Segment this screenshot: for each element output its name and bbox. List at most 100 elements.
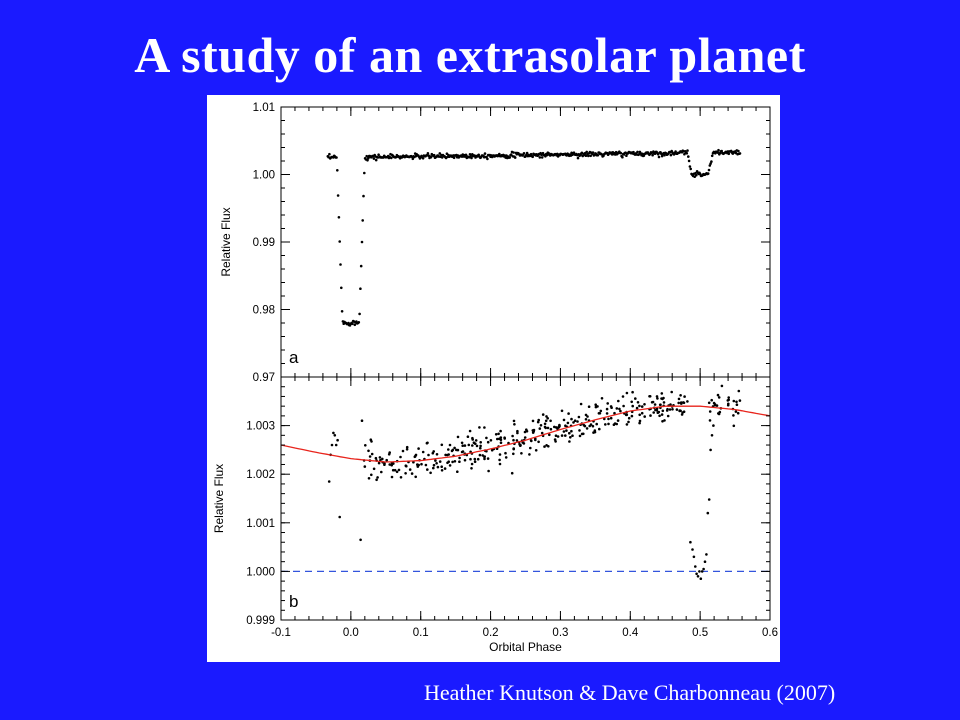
panel-b-point [625, 391, 629, 395]
panel-b-point [528, 453, 531, 456]
b-xtick-label: 0.3 [552, 627, 568, 639]
panel-b-point [613, 411, 616, 415]
panel-b-point [426, 468, 429, 471]
panel-b-phase-curve: 0.999 1.000 1.001 1.002 1.003 -0.1 0.0 0.1 0.2 0.… [212, 376, 778, 654]
panel-b-point [380, 470, 383, 474]
panel-b-point [660, 392, 664, 395]
panel-a-point [727, 152, 731, 156]
panel-b-point [605, 407, 609, 411]
panel-b-point [700, 570, 704, 573]
panel-b-point [478, 426, 481, 429]
panel-b-point [416, 465, 420, 468]
panel-a-point [359, 264, 363, 268]
panel-b-point [546, 426, 550, 430]
panel-b-point [405, 464, 408, 468]
panel-b-point [585, 427, 589, 430]
panel-a-point [694, 171, 697, 175]
panel-b-point [662, 396, 665, 400]
panel-a-point [363, 171, 366, 175]
panel-b-point [364, 444, 367, 447]
a-ytick-label: 0.97 [253, 372, 275, 384]
b-ytick-label: 0.999 [246, 615, 275, 627]
panel-b-point [494, 433, 498, 436]
plot-frame [280, 106, 771, 621]
panel-a-point [709, 162, 712, 165]
panel-b-point [436, 465, 440, 469]
panel-b-point [497, 432, 500, 436]
panel-a-point [338, 240, 341, 243]
panel-b-point [600, 397, 604, 400]
panel-a-point [483, 152, 487, 155]
panel-a-point [426, 152, 430, 155]
panel-b-point [682, 401, 685, 404]
panel-b-point [543, 445, 546, 448]
panel-a-point [358, 312, 361, 316]
panel-b-point [671, 408, 674, 411]
panel-a-point [432, 153, 436, 157]
panel-b-point [638, 421, 641, 425]
panel-b-point [582, 423, 586, 427]
panel-b-point [663, 419, 666, 422]
panel-b-point [595, 422, 598, 426]
panel-b-point [360, 419, 364, 423]
panel-a-point [372, 157, 376, 160]
panel-b-point [545, 444, 548, 447]
panel-b-xlabel: Orbital Phase [489, 640, 562, 654]
panel-b-point [463, 444, 467, 447]
panel-b-point [434, 459, 437, 462]
panel-b-point [487, 469, 490, 473]
panel-b-point [662, 401, 666, 404]
panel-b-point [712, 424, 715, 427]
panel-b-fit-curve [280, 405, 771, 463]
panel-b-point [498, 453, 502, 456]
panel-b-point [594, 403, 597, 407]
panel-b-point [630, 414, 634, 418]
panel-b-point [397, 468, 401, 472]
panel-b-point [370, 440, 373, 443]
panel-b-point [375, 478, 378, 482]
panel-a-point [531, 155, 534, 159]
panel-b-point [648, 395, 651, 398]
panel-b-point [705, 553, 708, 556]
panel-b-point [562, 430, 566, 433]
panel-b-point [573, 419, 577, 423]
panel-b-point [503, 437, 507, 440]
panel-b-point [567, 412, 570, 415]
panel-b-point [549, 427, 553, 431]
panel-b-point [490, 448, 494, 452]
panel-b-point [447, 460, 450, 464]
panel-b-point [631, 390, 634, 394]
panel-b-point [498, 462, 502, 466]
panel-b-point [598, 427, 601, 431]
panel-b-point [376, 476, 379, 479]
panel-a-point [589, 154, 592, 158]
panel-b-point [709, 448, 712, 452]
panel-b-point [734, 410, 738, 413]
panel-b-point [523, 436, 527, 439]
panel-b-point [572, 421, 575, 424]
panel-b-point [378, 456, 382, 459]
panel-b-point [435, 462, 438, 465]
panel-a-frame [280, 106, 771, 378]
panel-a-point [477, 153, 481, 157]
panel-a-point [706, 172, 710, 175]
panel-a-point [336, 169, 339, 172]
panel-b-point [333, 434, 337, 437]
panel-b-point [607, 422, 610, 426]
panel-a-point [525, 151, 529, 155]
panel-b-point [539, 424, 543, 427]
panel-a-point [710, 154, 714, 158]
panel-b-point [438, 460, 442, 463]
panel-b-point [421, 450, 425, 454]
panel-b-point [473, 457, 477, 461]
panel-b-point [410, 472, 414, 475]
panel-b-point [556, 427, 559, 431]
panel-a-point [656, 153, 660, 156]
panel-b-point [479, 446, 482, 450]
panel-b-point [432, 466, 435, 470]
panel-b-point [456, 470, 459, 474]
panel-b-point [537, 418, 540, 422]
panel-b-point [541, 413, 545, 416]
panel-a-point [340, 310, 344, 313]
panel-a-point [337, 216, 341, 219]
